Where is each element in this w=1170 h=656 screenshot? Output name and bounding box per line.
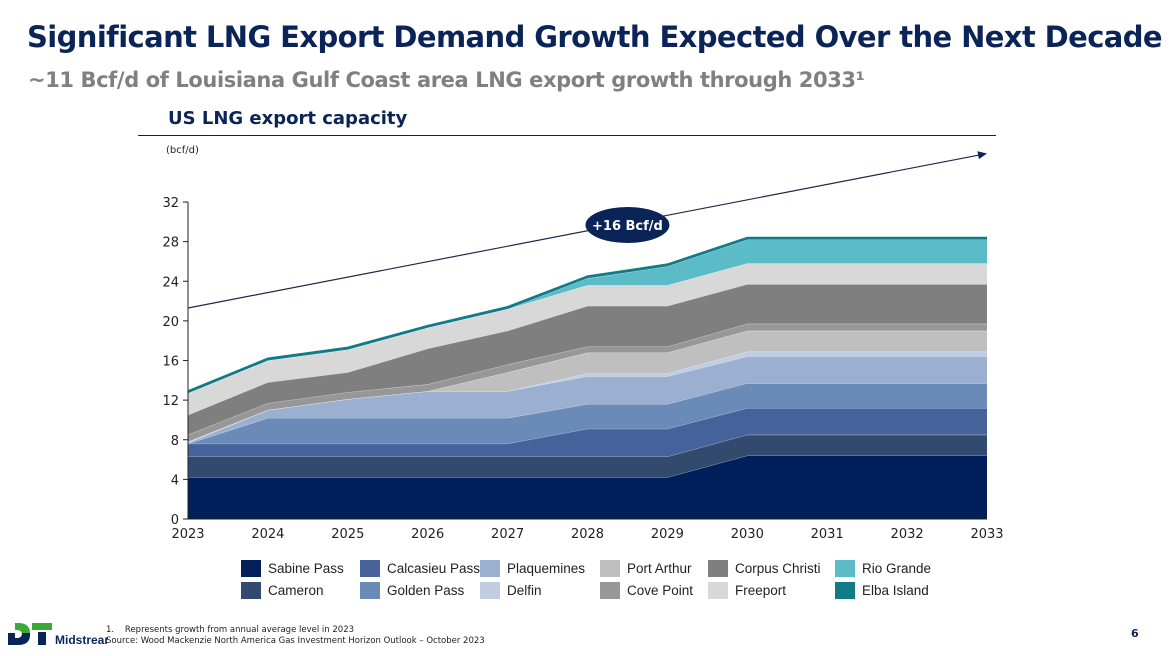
y-tick-label: 12 <box>162 394 179 409</box>
x-tick-label: 2027 <box>491 527 524 542</box>
x-tick-label: 2029 <box>651 527 684 542</box>
trend-arrow-line <box>187 154 982 309</box>
trend-arrow-head <box>977 151 987 160</box>
logo-mark <box>8 623 52 645</box>
x-tick-label: 2031 <box>811 527 844 542</box>
legend-label: Sabine Pass <box>268 560 344 576</box>
legend-swatch <box>480 581 500 599</box>
callout-label: +16 Bcf/d <box>592 219 663 234</box>
x-tick-label: 2026 <box>411 527 444 542</box>
legend-item-freeport: Freeport <box>708 581 835 599</box>
legend-swatch <box>480 559 500 577</box>
legend-item-golden-pass: Golden Pass <box>360 581 480 599</box>
legend-swatch <box>600 559 620 577</box>
series-areas <box>187 236 987 519</box>
y-tick-label: 16 <box>162 355 179 370</box>
legend-item-cameron: Cameron <box>241 581 360 599</box>
legend-label: Port Arthur <box>627 560 692 576</box>
x-tick-label: 2028 <box>571 527 604 542</box>
slide-title: Significant LNG Export Demand Growth Exp… <box>27 20 1163 54</box>
chart-title-rule <box>138 135 996 136</box>
legend-swatch <box>241 559 261 577</box>
page-number: 6 <box>1131 627 1139 640</box>
area-golden-pass <box>188 383 987 444</box>
area-rio-grande <box>188 239 987 394</box>
y-tick-label: 28 <box>162 236 179 251</box>
legend-swatch <box>241 581 261 599</box>
logo-word: Midstream <box>55 633 108 647</box>
legend-item-rio-grande: Rio Grande <box>835 559 945 577</box>
area-sabine-pass <box>188 455 987 519</box>
area-edge-elba-island <box>187 236 987 393</box>
legend-label: Freeport <box>735 582 787 598</box>
y-tick-label: 8 <box>171 434 179 449</box>
legend-label: Calcasieu Pass <box>387 560 481 576</box>
x-tick-label: 2030 <box>731 527 764 542</box>
legend-label: Corpus Christi <box>735 560 821 576</box>
y-tick-label: 4 <box>171 473 179 488</box>
callout-bubble <box>585 207 670 244</box>
chart-legend: Sabine Pass Calcasieu Pass Plaquemines Port… <box>241 559 945 599</box>
legend-item-corpus-christi: Corpus Christi <box>708 559 835 577</box>
legend-item-port-arthur: Port Arthur <box>600 559 708 577</box>
y-tick-label: 24 <box>162 275 179 290</box>
legend-label: Cameron <box>268 582 324 598</box>
area-cameron <box>188 434 987 478</box>
legend-label: Rio Grande <box>862 560 932 576</box>
y-tick-label: 32 <box>162 196 179 211</box>
area-calcasieu-pass <box>188 408 987 457</box>
legend-label: Golden Pass <box>387 582 465 598</box>
area-freeport <box>188 263 987 415</box>
legend-swatch <box>360 559 380 577</box>
legend-label: Cove Point <box>627 582 694 598</box>
y-tick-label: 20 <box>162 315 179 330</box>
legend-swatch <box>835 559 855 577</box>
x-tick-label: 2024 <box>251 527 284 542</box>
area-plaquemines <box>188 356 987 444</box>
y-tick-label: 0 <box>171 513 179 528</box>
legend-label: Elba Island <box>862 582 929 598</box>
source-note: Source: Wood Mackenzie North America Gas… <box>106 636 485 646</box>
legend-item-elba-island: Elba Island <box>835 581 945 599</box>
x-tick-label: 2032 <box>891 527 924 542</box>
legend-swatch <box>708 581 728 599</box>
x-tick-label: 2025 <box>331 527 364 542</box>
legend-swatch <box>600 581 620 599</box>
chart-title: US LNG export capacity <box>168 108 408 129</box>
units-label: (bcf/d) <box>166 145 199 156</box>
footnote-1: 1. Represents growth from annual average… <box>106 625 355 635</box>
legend-item-calcasieu-pass: Calcasieu Pass <box>360 559 480 577</box>
footnotes: 1. Represents growth from annual average… <box>106 625 485 647</box>
x-tick-label: 2023 <box>171 527 204 542</box>
legend-swatch <box>360 581 380 599</box>
trend-annotation: +16 Bcf/d <box>187 151 987 309</box>
legend-item-delfin: Delfin <box>480 581 600 599</box>
legend-label: Plaquemines <box>507 560 586 576</box>
legend-swatch <box>708 559 728 577</box>
legend-label: Delfin <box>507 582 542 598</box>
area-cove-point <box>188 323 987 442</box>
legend-item-cove-point: Cove Point <box>600 581 708 599</box>
x-tick-label: 2033 <box>970 527 1003 542</box>
legend-item-plaquemines: Plaquemines <box>480 559 600 577</box>
slide-subtitle: ~11 Bcf/d of Louisiana Gulf Coast area L… <box>28 68 865 92</box>
area-corpus-christi <box>188 284 987 435</box>
dt-midstream-logo: Midstream <box>8 623 108 647</box>
legend-swatch <box>835 581 855 599</box>
legend-item-sabine-pass: Sabine Pass <box>241 559 360 577</box>
